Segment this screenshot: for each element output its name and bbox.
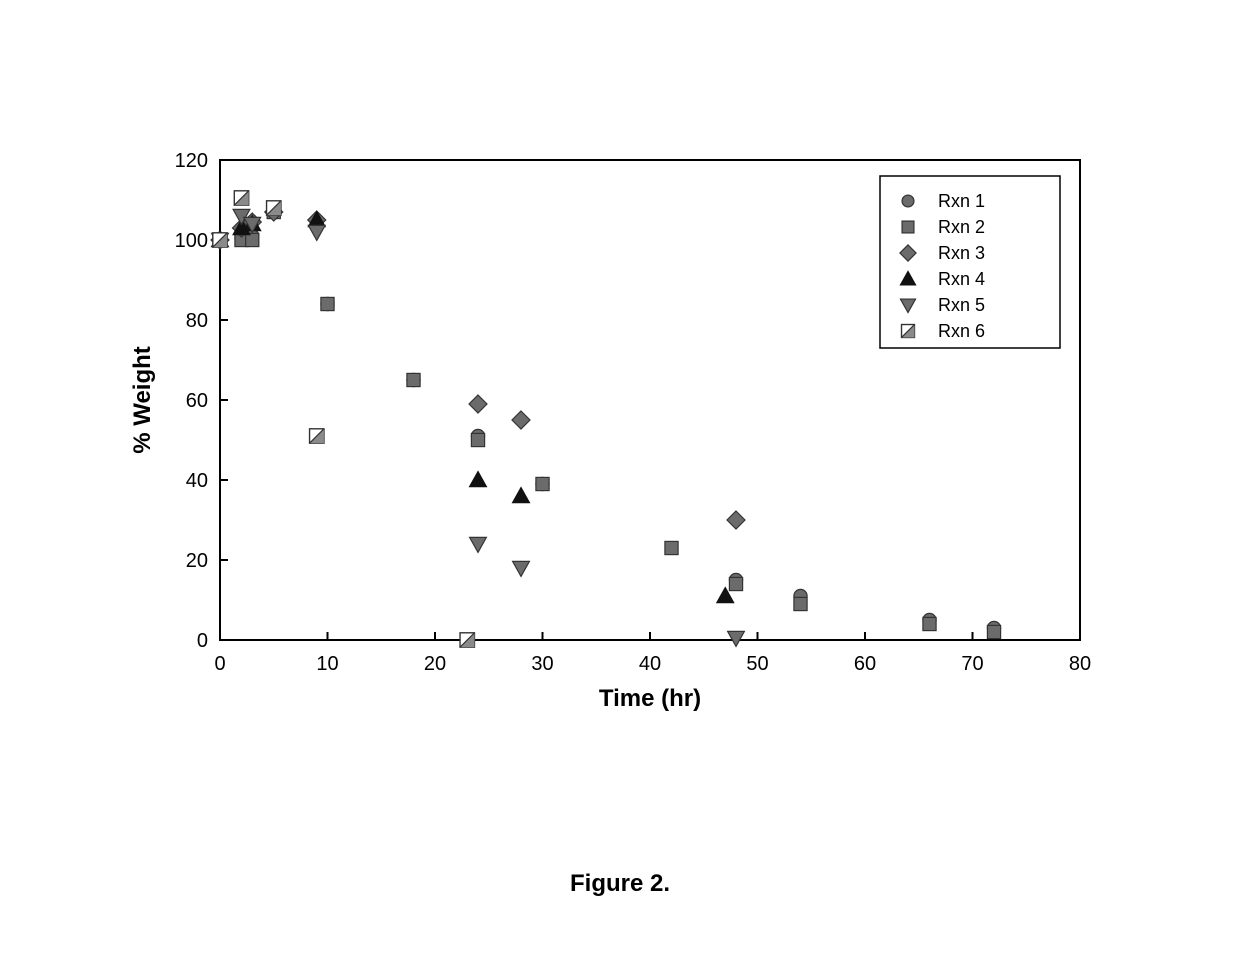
svg-text:Rxn 6: Rxn 6 (938, 321, 985, 341)
svg-text:70: 70 (961, 653, 983, 675)
page: { "caption": "Figure 2.", "chart": { "ty… (0, 0, 1240, 979)
svg-text:Rxn 1: Rxn 1 (938, 191, 985, 211)
svg-text:100: 100 (175, 230, 208, 252)
svg-text:20: 20 (186, 550, 208, 572)
svg-text:Rxn 4: Rxn 4 (938, 269, 985, 289)
svg-text:Rxn 2: Rxn 2 (938, 217, 985, 237)
svg-text:60: 60 (186, 390, 208, 412)
scatter-chart: 0 10 20 30 40 50 60 70 80 0 20 40 60 80 100 120 Time (hr… (100, 140, 1100, 760)
svg-text:10: 10 (316, 653, 338, 675)
svg-text:20: 20 (424, 653, 446, 675)
svg-text:80: 80 (1069, 653, 1091, 675)
svg-text:% Weight: % Weight (129, 346, 156, 454)
svg-text:80: 80 (186, 310, 208, 332)
svg-text:30: 30 (531, 653, 553, 675)
chart-container: 0 10 20 30 40 50 60 70 80 0 20 40 60 80 100 120 Time (hr… (100, 140, 1100, 760)
svg-text:50: 50 (746, 653, 768, 675)
svg-text:0: 0 (214, 653, 225, 675)
svg-text:Time (hr): Time (hr) (599, 685, 701, 712)
svg-text:0: 0 (197, 630, 208, 652)
svg-text:Rxn 3: Rxn 3 (938, 243, 985, 263)
figure-caption: Figure 2. (0, 870, 1240, 898)
svg-text:120: 120 (175, 150, 208, 172)
svg-text:60: 60 (854, 653, 876, 675)
svg-text:40: 40 (186, 470, 208, 492)
svg-text:Rxn 5: Rxn 5 (938, 295, 985, 315)
svg-text:40: 40 (639, 653, 661, 675)
